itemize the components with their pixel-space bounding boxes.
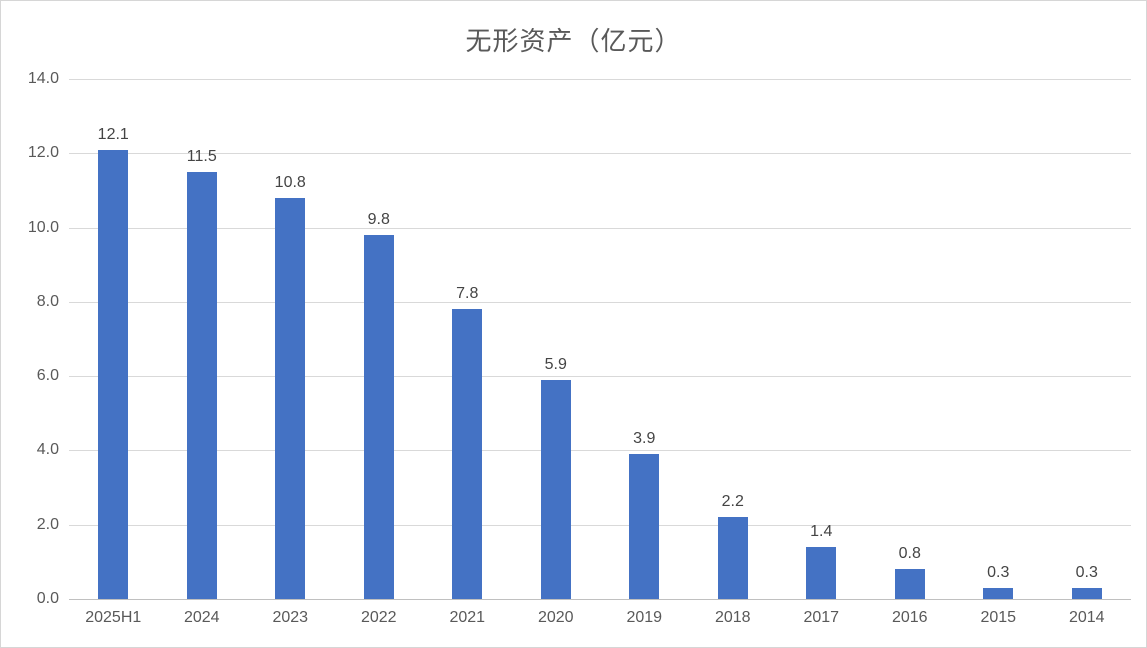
bar-value-label: 2.2 [721, 493, 744, 510]
gridline [69, 376, 1131, 378]
bar-2017 [806, 547, 837, 599]
x-axis-category-label: 2016 [891, 609, 928, 626]
x-axis-category-label: 2015 [980, 609, 1017, 626]
bar-value-label: 5.9 [544, 356, 567, 373]
x-axis-category-label: 2017 [803, 609, 840, 626]
x-axis-category-label: 2018 [714, 609, 751, 626]
bar-value-label: 1.4 [810, 523, 833, 540]
x-axis-category-label: 2014 [1068, 609, 1105, 626]
plot-area: 12.1 11.5 10.8 9.8 7.8 5.9 3.9 2.2 1.4 0.8 0.3 0.3 [69, 79, 1131, 600]
x-axis-category-label: 2022 [360, 609, 397, 626]
x-axis: 2025H1 2024 2023 2022 2021 2020 2019 2018 2017 20… [69, 609, 1131, 633]
gridline [69, 227, 1131, 229]
y-axis-tick-label: 14.0 [27, 70, 59, 87]
bar-2018 [717, 517, 748, 599]
y-axis-tick-label: 8.0 [36, 292, 59, 310]
bar-value-label: 0.3 [987, 564, 1010, 581]
chart-title: 无形资产（亿元） [465, 26, 682, 56]
bar-2019 [629, 454, 660, 599]
y-axis-tick-label: 12.0 [27, 144, 59, 162]
y-axis-tick-label: 6.0 [36, 367, 59, 385]
bar-2016 [894, 569, 925, 599]
bar-value-label: 10.8 [274, 174, 306, 191]
gridline [69, 301, 1131, 303]
gridline [69, 79, 1131, 80]
bar-2020 [540, 380, 571, 599]
y-axis-tick-label: 2.0 [36, 515, 59, 533]
x-axis-line [69, 599, 1131, 600]
x-axis-category-label: 2021 [449, 609, 486, 626]
y-axis: 14.0 12.0 10.0 8.0 6.0 4.0 2.0 0.0 [1, 70, 59, 607]
bar-value-label: 11.5 [186, 148, 217, 165]
bar-value-label: 3.9 [633, 430, 656, 447]
gridline [69, 450, 1131, 452]
bar-value-label: 7.8 [456, 285, 479, 302]
bar-2015 [983, 588, 1014, 599]
bar-value-label: 0.3 [1075, 564, 1098, 581]
bar-2021 [452, 309, 483, 599]
gridline [69, 153, 1131, 155]
gridline [69, 524, 1131, 526]
x-axis-category-label: 2019 [626, 609, 663, 626]
bar-value-label: 9.8 [367, 211, 390, 228]
bar-value-label: 12.1 [97, 126, 129, 143]
y-axis-tick-label: 4.0 [36, 441, 59, 459]
x-axis-category-label: 2024 [183, 609, 220, 626]
bar-2022 [363, 235, 394, 599]
bar-2023 [275, 198, 306, 599]
bar-2014 [1071, 588, 1102, 599]
y-axis-tick-label: 0.0 [36, 590, 59, 607]
x-axis-category-label: 2023 [272, 609, 309, 626]
bar-value-label: 0.8 [898, 545, 921, 562]
y-axis-tick-label: 10.0 [27, 218, 59, 236]
x-axis-category-label: 2025H1 [85, 609, 142, 626]
bar-2025H1 [98, 150, 129, 599]
bar-2024 [186, 172, 217, 599]
x-axis-category-label: 2020 [537, 609, 574, 626]
